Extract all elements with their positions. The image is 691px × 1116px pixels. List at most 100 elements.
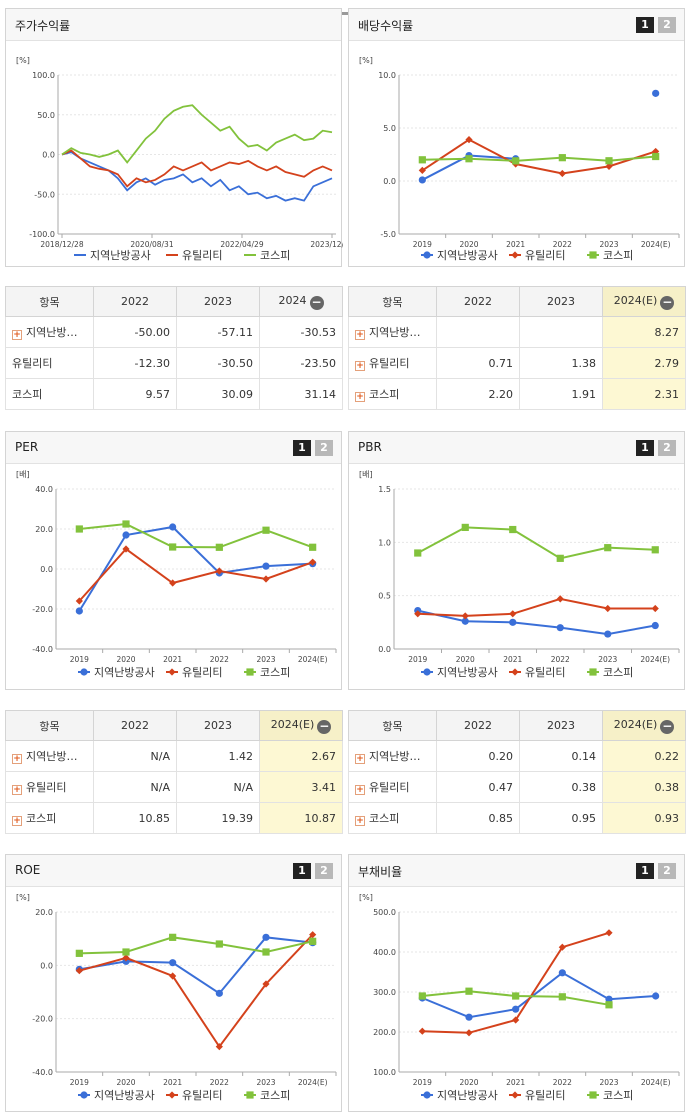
year-column-header: 2024− (259, 286, 343, 317)
y-tick-label: 0.0 (383, 177, 396, 186)
row-name: 코스피 (12, 388, 43, 401)
collapse-minus-icon[interactable]: − (660, 718, 675, 734)
value-cell: 0.93 (602, 802, 686, 834)
page-1-button[interactable]: 1 (293, 440, 311, 456)
year-column-header: 2022 (436, 710, 520, 741)
series-line (417, 609, 656, 636)
value-cell: 10.87 (259, 802, 343, 834)
page-1-button[interactable]: 1 (636, 17, 654, 33)
series-line (61, 149, 333, 188)
legend-label: 유틸리티 (182, 1089, 222, 1102)
legend-label: 유틸리티 (182, 666, 222, 679)
expand-plus-icon[interactable]: + (355, 754, 365, 764)
x-tick-label: 2021 (506, 240, 525, 249)
collapse-minus-icon[interactable]: − (317, 718, 332, 734)
expand-plus-icon[interactable]: + (12, 785, 22, 795)
x-tick-label: 2022 (553, 1078, 572, 1087)
row-name-cell: + 유틸리티 (5, 771, 94, 803)
page-2-button[interactable]: 2 (658, 863, 676, 879)
value-cell: 1.38 (519, 347, 603, 379)
data-point (556, 624, 564, 632)
data-point (651, 546, 659, 554)
unit-label: [%] (359, 893, 373, 902)
data-point (511, 668, 519, 676)
panel-title: 주가수익률 (15, 19, 71, 33)
y-tick-label: 20.0 (35, 908, 53, 917)
panel-title: PER (15, 440, 39, 454)
y-tick-label: 400.0 (373, 948, 396, 957)
x-tick-label: 2018/12/28 (40, 240, 83, 249)
data-point (75, 607, 83, 615)
collapse-minus-icon[interactable]: − (660, 294, 675, 310)
unit-label: [%] (16, 56, 30, 65)
header-label: 항목 (348, 710, 437, 741)
pbr-table: 항목 2022 2023 2024(E) − + 지역난방… 0.20 0.14 0.22 + 유틸리… (348, 710, 686, 834)
page-2-button[interactable]: 2 (658, 17, 676, 33)
page-1-button[interactable]: 1 (293, 863, 311, 879)
data-point (423, 1091, 431, 1099)
x-tick-label: 2023 (599, 1078, 618, 1087)
series-line (78, 547, 314, 602)
y-tick-label: -20.0 (32, 1015, 53, 1024)
legend-label: 지역난방공사 (437, 666, 498, 679)
data-point (169, 972, 177, 980)
expand-plus-icon[interactable]: + (355, 392, 365, 402)
expand-plus-icon[interactable]: + (355, 361, 365, 371)
x-tick-label: 2019 (408, 655, 427, 664)
row-name-cell: + 유틸리티 (348, 771, 437, 803)
value-cell: -50.00 (93, 316, 177, 348)
row-name-cell: + 유틸리티 (348, 347, 437, 379)
y-tick-label: 40.0 (35, 485, 53, 494)
page-1-button[interactable]: 1 (636, 863, 654, 879)
series-line (79, 522, 314, 549)
y-tick-label: 0.0 (378, 645, 391, 654)
data-point (169, 933, 177, 941)
data-point (589, 1091, 597, 1099)
page-2-button[interactable]: 2 (658, 440, 676, 456)
value-cell: 2.31 (602, 378, 686, 410)
value-cell: 0.22 (602, 740, 686, 772)
value-cell: -57.11 (176, 316, 260, 348)
data-point (262, 948, 270, 956)
y-tick-label: 1.5 (378, 485, 391, 494)
page-2-button[interactable]: 2 (315, 863, 333, 879)
data-point (589, 668, 597, 676)
data-point (558, 969, 566, 977)
data-point (605, 157, 613, 165)
table-row: + 코스피 0.85 0.95 0.93 (348, 802, 686, 834)
dividend-table: 항목 2022 2023 2024(E) − + 지역난방… 8.27 + 유틸리티 0.71 1.3… (348, 286, 686, 410)
legend-label: 코스피 (603, 666, 633, 679)
x-tick-label: 2022 (210, 655, 229, 664)
row-name: 코스피 (369, 812, 400, 825)
table-header-row: 항목 2022 2023 2024(E) − (348, 710, 686, 741)
value-cell: -30.50 (176, 347, 260, 379)
legend-label: 유틸리티 (525, 1089, 565, 1102)
page-1-button[interactable]: 1 (636, 440, 654, 456)
x-tick-label: 2020 (459, 240, 478, 249)
expand-plus-icon[interactable]: + (355, 785, 365, 795)
data-point (262, 933, 270, 941)
table-row: + 지역난방… -50.00 -57.11 -30.53 (5, 316, 343, 348)
value-cell: 2.79 (602, 347, 686, 379)
value-cell: -23.50 (259, 347, 343, 379)
expand-plus-icon[interactable]: + (12, 816, 22, 826)
x-tick-label: 2019 (70, 655, 89, 664)
expand-plus-icon[interactable]: + (355, 816, 365, 826)
row-name: 코스피 (369, 388, 400, 401)
x-tick-label: 2020 (456, 655, 475, 664)
series-line (78, 525, 313, 612)
x-tick-label: 2023/12/28 (310, 240, 343, 249)
data-point (262, 575, 270, 583)
value-cell: 8.27 (602, 316, 686, 348)
expand-plus-icon[interactable]: + (12, 754, 22, 764)
collapse-minus-icon[interactable]: − (309, 294, 324, 310)
value-cell: 0.38 (519, 771, 603, 803)
expand-plus-icon[interactable]: + (12, 330, 22, 340)
row-name: 유틸리티 (26, 781, 67, 794)
data-point (512, 157, 520, 165)
legend-label: 지역난방공사 (437, 1089, 498, 1102)
expand-plus-icon[interactable]: + (355, 330, 365, 340)
page-2-button[interactable]: 2 (315, 440, 333, 456)
y-tick-label: 0.0 (40, 961, 53, 970)
